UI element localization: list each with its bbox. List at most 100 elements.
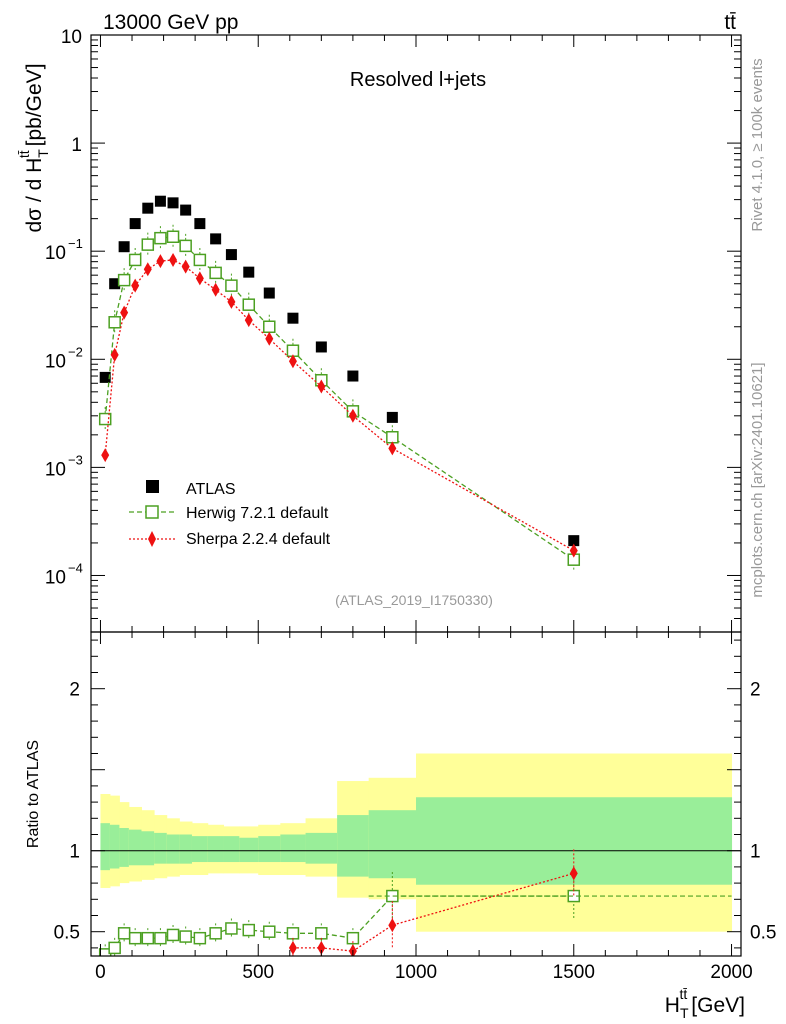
atlas-point [263, 287, 275, 299]
atlas-point [118, 241, 130, 253]
legend-atlas-marker [146, 480, 159, 493]
green-band-bin [154, 832, 168, 864]
herwig-ratio-point [141, 931, 155, 945]
herwig-point [225, 279, 238, 292]
y-tick-label: 10 [61, 27, 82, 48]
energy-label: 13000 GeV pp [103, 11, 238, 34]
legend-atlas-label: ATLAS [186, 481, 236, 498]
y-tick-exponent: −4 [68, 560, 83, 575]
herwig-ratio-point [225, 922, 238, 935]
x-tick-label: 2000 [710, 962, 752, 983]
mcplots-label: mcplots.cern.ch [arXiv:2401.10621] [749, 362, 766, 597]
herwig-ratio-point [166, 928, 180, 942]
green-band-bin [207, 836, 225, 863]
herwig-ratio-point [179, 930, 192, 943]
atlas-point [109, 278, 121, 290]
y-tick-label: 10 [45, 567, 66, 588]
atlas-point [347, 370, 359, 382]
sherpa-point [101, 448, 110, 463]
legend: ATLAS Herwig 7.2.1 default Sherpa 2.2.4 … [129, 480, 331, 548]
y-tick-label: 10 [45, 243, 66, 264]
sherpa-ratio-point [288, 940, 297, 955]
legend-herwig-label: Herwig 7.2.1 default [186, 505, 329, 522]
sherpa-point [348, 408, 357, 423]
herwig-point [166, 230, 180, 244]
herwig-point [209, 266, 222, 280]
sherpa-ratio-point [388, 918, 397, 933]
y-tick-label: 10 [45, 351, 66, 372]
legend-sherpa-label: Sherpa 2.2.4 default [186, 531, 331, 548]
sherpa-point [244, 313, 253, 328]
rivet-label: Rivet 4.1.0, ≥ 100k events [749, 58, 766, 231]
herwig-ratio-point [242, 923, 256, 937]
ratio-uncertainty-bands [100, 753, 733, 932]
green-band-bin [368, 810, 417, 879]
sherpa-point [143, 262, 152, 277]
analysis-tag: (ATLAS_2019_I1750330) [335, 592, 493, 608]
green-band-bin [128, 829, 142, 866]
atlas-point [194, 218, 206, 230]
sherpa-point [120, 305, 129, 320]
green-band-bin [141, 831, 155, 866]
herwig-ratio-point [315, 927, 328, 940]
sherpa-point [110, 347, 119, 362]
ratio-y-tick-label-right: 2 [750, 680, 761, 701]
herwig-ratio-point [98, 948, 112, 956]
atlas-point [154, 195, 166, 207]
herwig-point [128, 253, 142, 267]
sherpa-point [195, 271, 204, 286]
herwig-point [263, 320, 276, 333]
ratio-y-tick-label-right: 0.5 [750, 923, 776, 944]
sherpa-point [131, 278, 140, 293]
herwig-point [117, 273, 131, 287]
herwig-ratio-point [263, 925, 276, 938]
atlas-point [210, 233, 222, 245]
herwig-point [108, 316, 121, 329]
x-tick-label: 0 [95, 962, 106, 983]
legend-sherpa-marker [148, 531, 156, 547]
process-label: tt̄ [724, 11, 736, 34]
herwig-point [193, 253, 207, 267]
x-axis-title: HTtt̄ [GeV] [665, 986, 745, 1021]
legend-herwig-marker [145, 505, 159, 519]
ratio-plot-frame [90, 631, 742, 957]
herwig-point [179, 239, 192, 253]
green-band-bin [119, 828, 130, 867]
atlas-point [180, 204, 192, 216]
herwig-point [154, 231, 167, 245]
green-band-bin [166, 834, 180, 864]
x-tick-label: 1500 [553, 962, 595, 983]
green-band-bin [179, 834, 193, 864]
sherpa-point [227, 294, 236, 309]
herwig-ratio-point [128, 931, 142, 945]
atlas-point [129, 218, 141, 230]
green-band-bin [305, 832, 338, 864]
green-band-bin [191, 836, 209, 863]
green-band-bin [337, 815, 370, 877]
x-tick-label: 500 [242, 962, 274, 983]
y-tick-exponent: −2 [68, 344, 83, 359]
atlas-point [225, 249, 237, 261]
sherpa-point [265, 331, 274, 346]
herwig-ratio-point [346, 931, 360, 945]
herwig-point [98, 412, 112, 426]
series-line-2 [104, 259, 575, 552]
atlas-point [167, 197, 179, 209]
sherpa-point [169, 252, 178, 267]
y-axis-title: dσ / d HTtt̄[pb/GeV] [16, 63, 51, 232]
sherpa-point [211, 282, 220, 297]
green-band-bin [223, 836, 240, 863]
herwig-point [386, 431, 399, 444]
x-tick-label: 1000 [395, 962, 437, 983]
sherpa-ratio-point [317, 940, 326, 955]
atlas-point [142, 202, 154, 214]
herwig-ratio-point [209, 927, 222, 940]
atlas-point [287, 312, 299, 324]
sherpa-point [317, 379, 326, 394]
atlas-point [315, 341, 327, 353]
green-band-bin [100, 823, 111, 871]
sherpa-point [288, 354, 297, 369]
herwig-ratio-point [108, 941, 121, 955]
